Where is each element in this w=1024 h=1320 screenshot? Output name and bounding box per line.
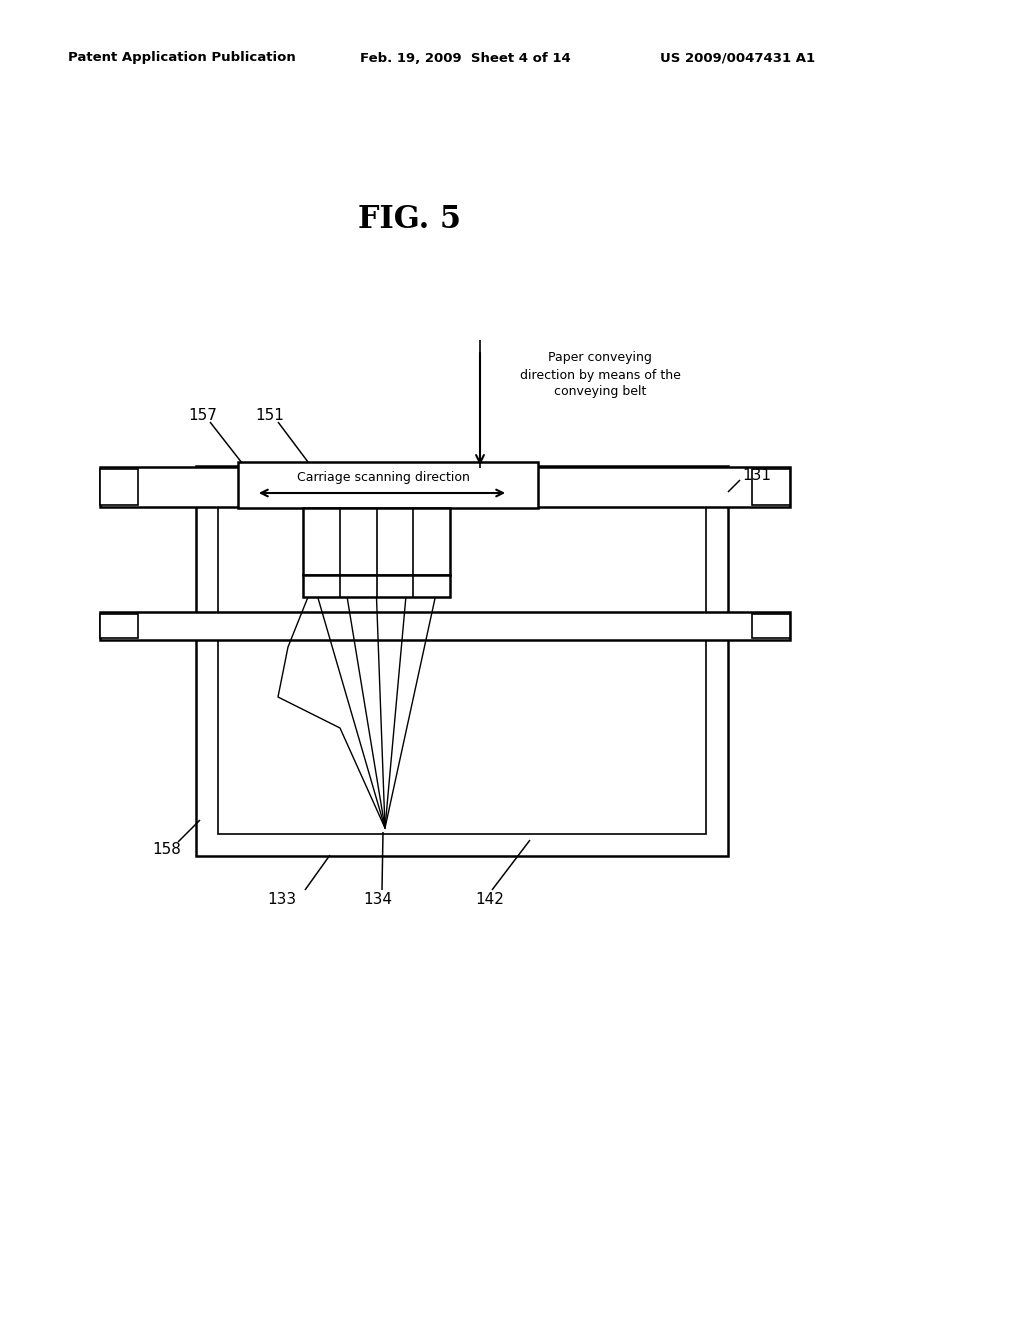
- Text: 158: 158: [152, 842, 181, 858]
- Text: Patent Application Publication: Patent Application Publication: [68, 51, 296, 65]
- Text: 151: 151: [255, 408, 284, 422]
- Text: 157: 157: [188, 408, 217, 422]
- Bar: [196, 466, 728, 855]
- Text: Feb. 19, 2009  Sheet 4 of 14: Feb. 19, 2009 Sheet 4 of 14: [360, 51, 570, 65]
- Bar: [303, 576, 450, 597]
- Text: Carriage scanning direction: Carriage scanning direction: [297, 471, 469, 484]
- Text: Paper conveying
direction by means of the
conveying belt: Paper conveying direction by means of th…: [520, 351, 681, 399]
- Text: 133: 133: [267, 892, 297, 908]
- Bar: [238, 462, 538, 508]
- Text: 134: 134: [364, 892, 392, 908]
- Bar: [752, 614, 790, 638]
- Bar: [218, 488, 706, 834]
- Text: US 2009/0047431 A1: US 2009/0047431 A1: [660, 51, 815, 65]
- Text: 142: 142: [475, 892, 505, 908]
- Bar: [100, 612, 790, 640]
- Bar: [752, 469, 790, 506]
- Text: FIG. 5: FIG. 5: [358, 205, 462, 235]
- Text: 131: 131: [742, 467, 771, 483]
- Bar: [100, 467, 790, 507]
- Bar: [100, 469, 138, 506]
- Bar: [100, 614, 138, 638]
- Bar: [303, 508, 450, 576]
